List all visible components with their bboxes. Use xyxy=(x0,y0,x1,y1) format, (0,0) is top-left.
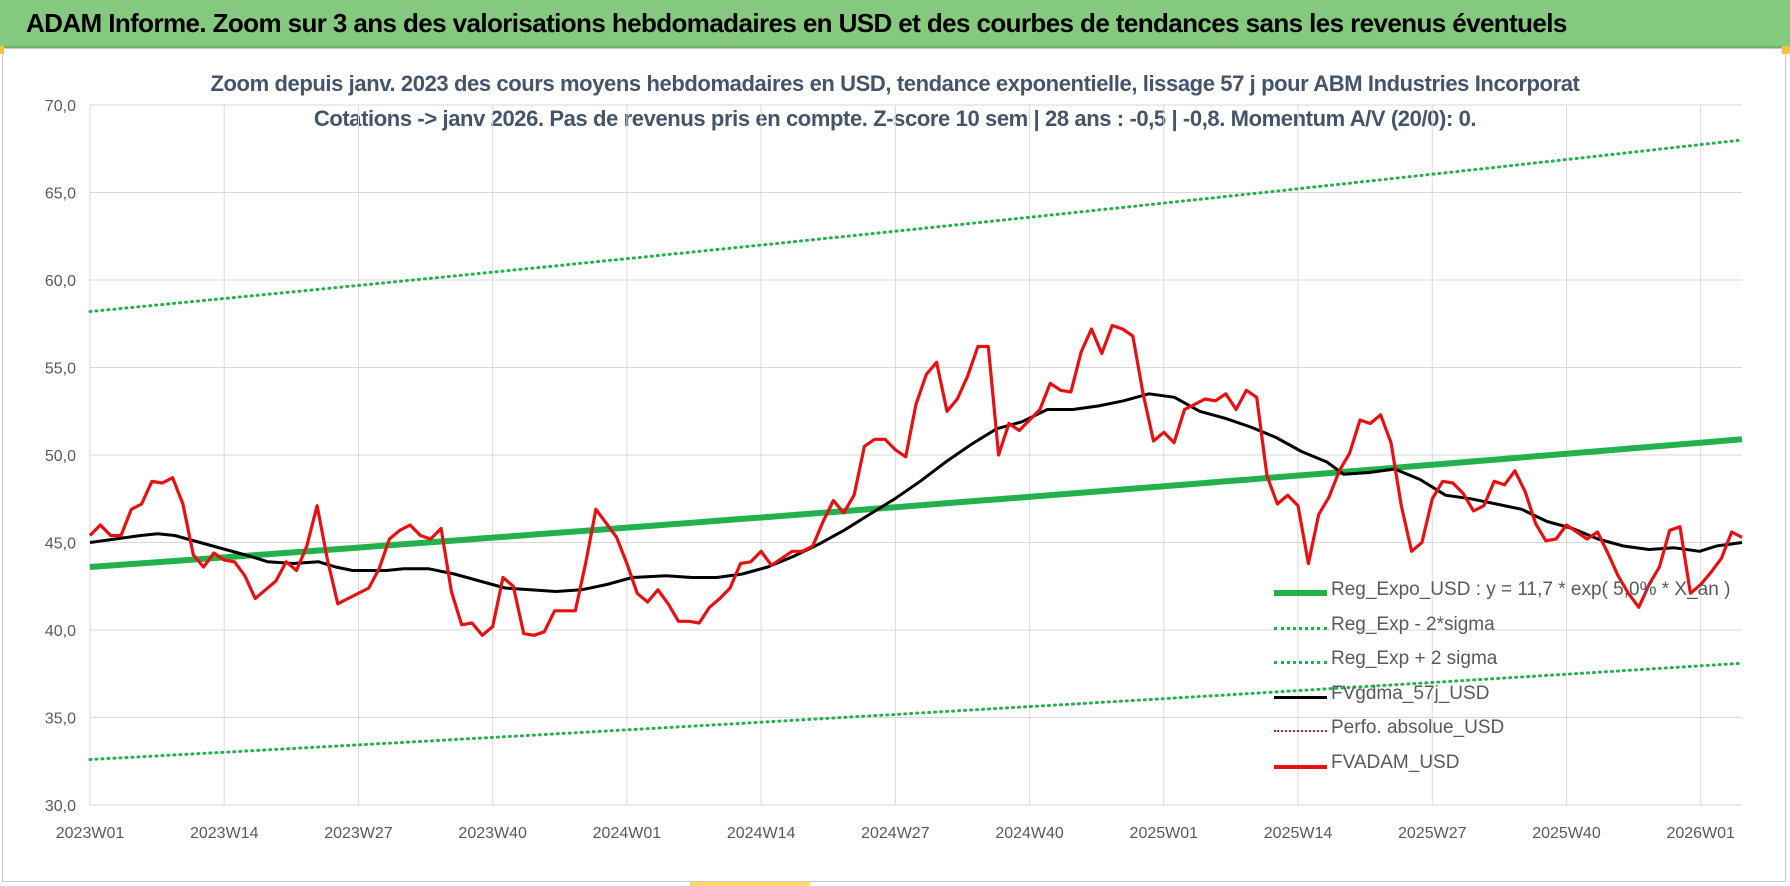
legend-item: Perfo. absolue_USD xyxy=(1274,714,1744,749)
legend-label: Reg_Expo_USD : y = 11,7 * exp( 5,0% * X_… xyxy=(1331,579,1731,600)
x-tick-label: 2024W14 xyxy=(727,825,796,842)
x-tick-label: 2025W14 xyxy=(1264,825,1333,842)
legend-swatch xyxy=(1274,764,1327,769)
header-banner: ADAM Informe. Zoom sur 3 ans des valoris… xyxy=(0,0,1790,48)
x-tick-label: 2023W40 xyxy=(458,825,527,842)
legend-swatch xyxy=(1274,590,1327,596)
legend-swatch xyxy=(1274,626,1327,630)
x-tick-label: 2025W27 xyxy=(1398,825,1467,842)
y-tick-label: 50,0 xyxy=(45,448,76,465)
x-tick-label: 2024W40 xyxy=(995,825,1064,842)
y-tick-label: 45,0 xyxy=(45,536,76,553)
legend-label: Perfo. absolue_USD xyxy=(1331,717,1505,738)
legend-item: FVgdma_57j_USD xyxy=(1274,680,1744,715)
regression-line xyxy=(89,436,1743,570)
x-tick-label: 2025W40 xyxy=(1532,825,1601,842)
y-tick-label: 30,0 xyxy=(45,798,76,815)
upper-sigma-line xyxy=(88,138,1744,313)
y-tick-label: 60,0 xyxy=(45,273,76,290)
y-tick-label: 55,0 xyxy=(45,361,76,378)
y-tick-label: 35,0 xyxy=(45,711,76,728)
price-line xyxy=(88,323,1743,637)
x-tick-label: 2023W27 xyxy=(324,825,393,842)
page-title: ADAM Informe. Zoom sur 3 ans des valoris… xyxy=(26,8,1567,38)
legend-label: FVgdma_57j_USD xyxy=(1331,682,1490,704)
legend-label: Reg_Exp - 2*sigma xyxy=(1331,613,1495,635)
legend-item: FVADAM_USD xyxy=(1274,749,1744,784)
lower-sigma-line xyxy=(88,661,1744,761)
x-tick-label: 2024W27 xyxy=(861,825,930,842)
x-tick-label: 2024W01 xyxy=(593,825,662,842)
legend-swatch xyxy=(1274,730,1327,732)
corner-marker xyxy=(1782,46,1790,54)
y-tick-label: 65,0 xyxy=(45,186,76,203)
legend-label: Reg_Exp + 2 sigma xyxy=(1331,648,1498,669)
legend-item: Reg_Exp + 2 sigma xyxy=(1274,645,1744,680)
chart-legend: Reg_Expo_USD : y = 11,7 * exp( 5,0% * X_… xyxy=(1274,576,1744,783)
chart-title: Zoom depuis janv. 2023 des cours moyens … xyxy=(210,71,1580,96)
x-tick-label: 2025W01 xyxy=(1130,825,1199,842)
legend-item: Reg_Expo_USD : y = 11,7 * exp( 5,0% * X_… xyxy=(1274,576,1744,611)
smoothed-line xyxy=(89,392,1743,593)
x-tick-label: 2023W14 xyxy=(190,825,259,842)
x-tick-label: 2026W01 xyxy=(1666,825,1735,842)
x-tick-label: 2023W01 xyxy=(56,825,125,842)
bottom-marker xyxy=(690,882,810,886)
y-tick-label: 70,0 xyxy=(45,98,76,115)
legend-item: Reg_Exp - 2*sigma xyxy=(1274,611,1744,646)
legend-swatch xyxy=(1274,695,1327,699)
legend-swatch xyxy=(1274,661,1327,664)
legend-label: FVADAM_USD xyxy=(1331,751,1460,773)
chart-frame xyxy=(2,48,1786,882)
y-tick-label: 40,0 xyxy=(45,623,76,640)
corner-marker xyxy=(0,46,4,54)
